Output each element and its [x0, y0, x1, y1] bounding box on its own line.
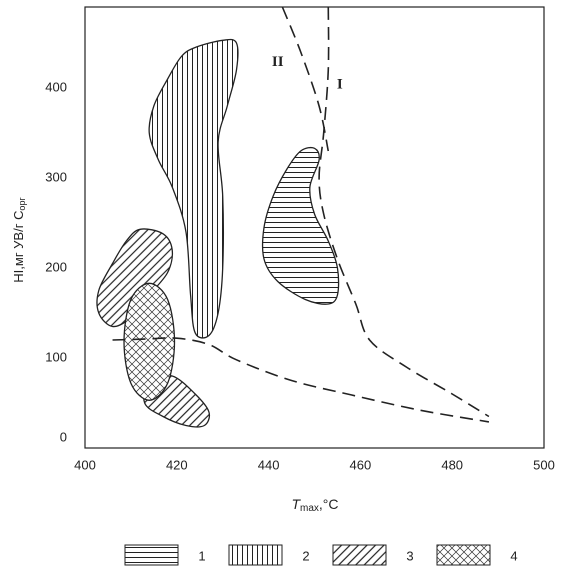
- x-label-main: T: [291, 496, 301, 512]
- legend-swatch: [436, 544, 491, 566]
- x-tick-label: 480: [441, 457, 463, 472]
- y-tick-label: 400: [45, 79, 67, 94]
- x-tick-label: 500: [533, 457, 555, 472]
- y-tick-label: 100: [45, 349, 67, 364]
- x-tick-label: 420: [166, 457, 188, 472]
- curve-label: I: [337, 77, 343, 93]
- x-tick-label: 460: [350, 457, 372, 472]
- plot-frame: [84, 6, 545, 449]
- curve-label: II: [272, 54, 284, 70]
- legend-swatch: [228, 544, 283, 566]
- legend-swatch: [332, 544, 387, 566]
- y-tick-label: 300: [45, 169, 67, 184]
- labels: 400 420 440 460 480 5000100200300400IIITmax,°…: [11, 54, 555, 566]
- x-label-sub: max: [300, 503, 319, 514]
- x-label-tail: ,°C: [319, 496, 339, 512]
- legend-label: 3: [406, 548, 413, 563]
- region: [96, 228, 174, 328]
- lines: [112, 6, 490, 423]
- dashed-curve: [112, 337, 490, 423]
- y-axis-label: HI,мг УВ/г Cорг: [11, 197, 27, 283]
- y-label-main: HI,мг УВ/г C: [11, 211, 26, 283]
- y-label-sub: орг: [17, 197, 27, 211]
- dashed-curve: [318, 6, 490, 418]
- region: [123, 282, 176, 401]
- legend-label: 2: [302, 548, 309, 563]
- y-tick-label: 0: [60, 429, 67, 444]
- x-axis-label: Tmax,°C: [291, 496, 338, 514]
- legend-label: 4: [510, 548, 517, 563]
- legend-label: 1: [198, 548, 205, 563]
- dashed-curve: [281, 6, 330, 152]
- x-tick-label: 400: [74, 457, 96, 472]
- legend-swatch: [124, 544, 179, 566]
- y-tick-label: 200: [45, 259, 67, 274]
- region: [261, 146, 340, 305]
- regions: [96, 38, 340, 428]
- x-tick-label: 440: [258, 457, 280, 472]
- region: [148, 38, 239, 339]
